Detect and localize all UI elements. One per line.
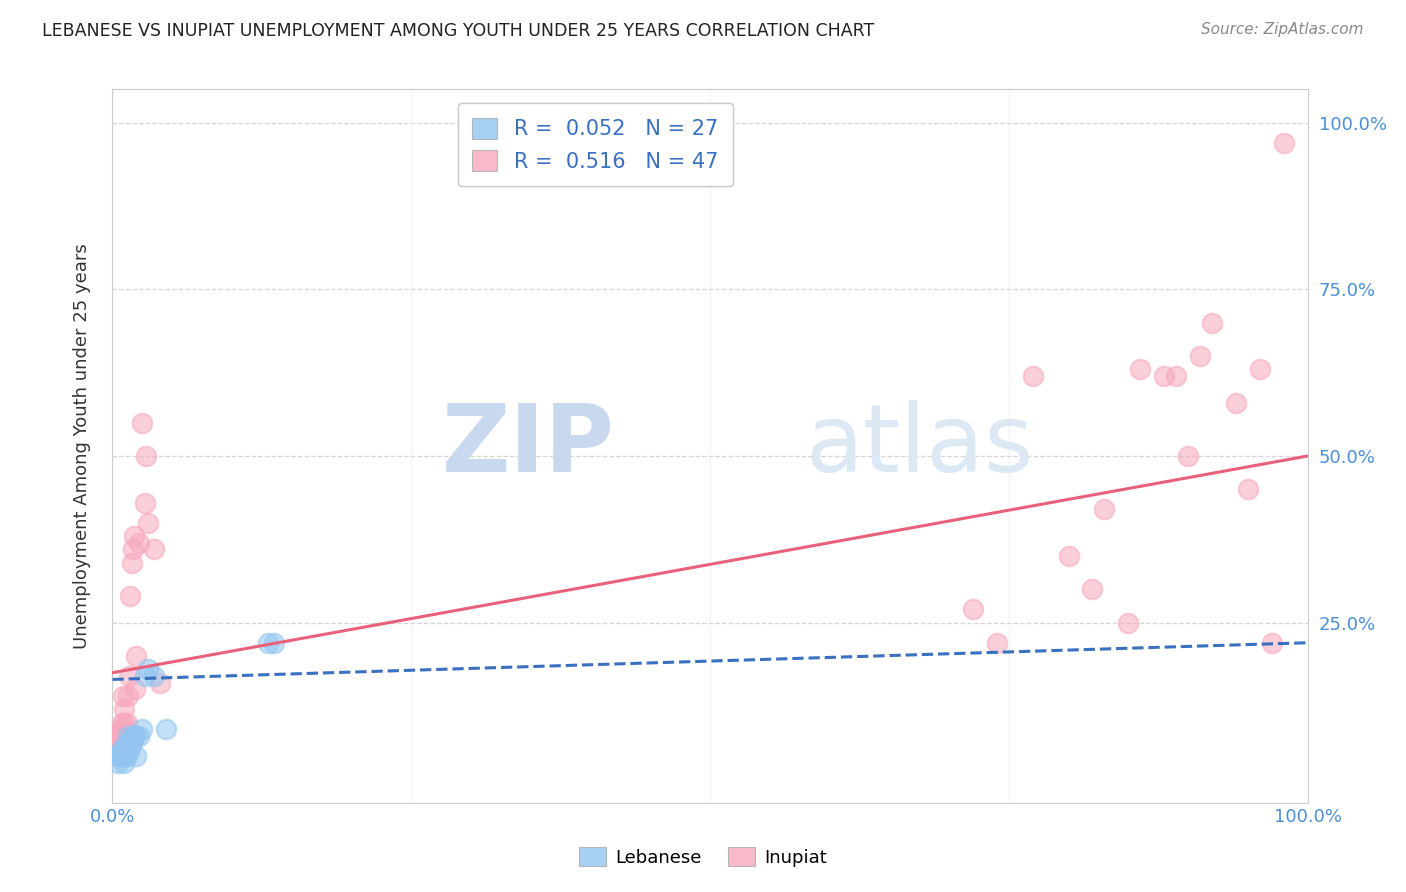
Point	[108, 729, 131, 743]
Point	[121, 736, 143, 750]
Point	[1201, 316, 1223, 330]
Point	[115, 749, 138, 764]
Point	[114, 756, 135, 770]
Point	[118, 669, 141, 683]
Point	[107, 749, 129, 764]
Point	[1129, 362, 1152, 376]
Point	[138, 662, 160, 676]
Point	[263, 636, 285, 650]
Point	[120, 589, 142, 603]
Point	[125, 749, 148, 764]
Point	[1057, 549, 1080, 563]
Point	[1237, 483, 1260, 497]
Point	[121, 729, 143, 743]
Text: ZIP: ZIP	[441, 400, 614, 492]
Point	[114, 749, 135, 764]
Point	[1189, 349, 1212, 363]
Point	[112, 742, 135, 756]
Point	[1153, 368, 1175, 383]
Point	[134, 669, 156, 683]
Point	[149, 675, 172, 690]
Point	[110, 736, 132, 750]
Point	[112, 689, 135, 703]
Point	[122, 729, 145, 743]
Point	[105, 729, 128, 743]
Point	[114, 742, 135, 756]
Point	[111, 715, 134, 730]
Point	[110, 749, 132, 764]
Point	[110, 723, 132, 737]
Point	[111, 723, 134, 737]
Text: atlas: atlas	[806, 400, 1033, 492]
Point	[117, 736, 139, 750]
Point	[155, 723, 177, 737]
Point	[131, 723, 153, 737]
Point	[257, 636, 280, 650]
Point	[122, 529, 145, 543]
Point	[107, 729, 129, 743]
Point	[1022, 368, 1045, 383]
Point	[121, 556, 143, 570]
Point	[1166, 368, 1188, 383]
Point	[105, 742, 128, 756]
Point	[125, 649, 148, 664]
Point	[111, 742, 134, 756]
Point	[138, 516, 160, 530]
Text: LEBANESE VS INUPIAT UNEMPLOYMENT AMONG YOUTH UNDER 25 YEARS CORRELATION CHART: LEBANESE VS INUPIAT UNEMPLOYMENT AMONG Y…	[42, 22, 875, 40]
Point	[121, 542, 143, 557]
Point	[117, 689, 139, 703]
Point	[135, 449, 157, 463]
Point	[131, 416, 153, 430]
Point	[105, 736, 128, 750]
Point	[1118, 615, 1140, 630]
Point	[1081, 582, 1104, 597]
Point	[114, 715, 135, 730]
Point	[1177, 449, 1199, 463]
Point	[1225, 395, 1247, 409]
Point	[114, 702, 135, 716]
Point	[143, 542, 166, 557]
Point	[1261, 636, 1284, 650]
Point	[124, 682, 146, 697]
Legend: R =  0.052   N = 27, R =  0.516   N = 47: R = 0.052 N = 27, R = 0.516 N = 47	[457, 103, 733, 186]
Y-axis label: Unemployment Among Youth under 25 years: Unemployment Among Youth under 25 years	[73, 244, 91, 648]
Point	[1249, 362, 1271, 376]
Point	[986, 636, 1008, 650]
Point	[107, 756, 129, 770]
Legend: Lebanese, Inupiat: Lebanese, Inupiat	[572, 840, 834, 874]
Point	[962, 602, 984, 616]
Point	[115, 715, 138, 730]
Point	[128, 535, 150, 549]
Point	[143, 669, 166, 683]
Point	[120, 742, 142, 756]
Point	[107, 736, 129, 750]
Text: Source: ZipAtlas.com: Source: ZipAtlas.com	[1201, 22, 1364, 37]
Point	[134, 496, 156, 510]
Point	[117, 729, 139, 743]
Point	[108, 749, 131, 764]
Point	[118, 736, 141, 750]
Point	[128, 729, 150, 743]
Point	[124, 729, 146, 743]
Point	[1272, 136, 1295, 150]
Point	[1094, 502, 1116, 516]
